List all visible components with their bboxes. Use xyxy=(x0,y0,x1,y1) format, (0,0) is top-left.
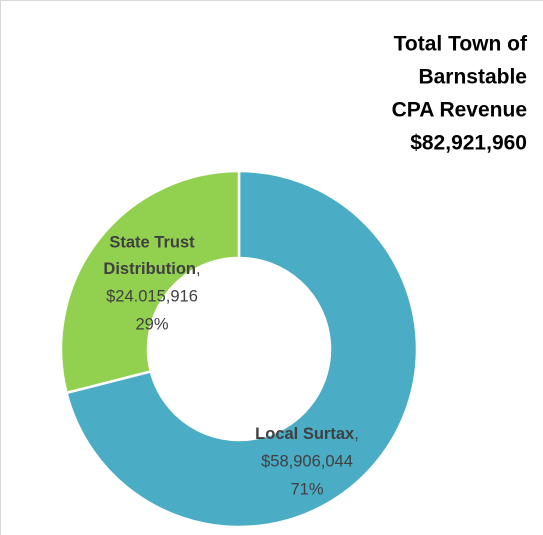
category-label: State Trust xyxy=(109,233,195,251)
data-label: State Trust Distribution, $24.015,916 29% xyxy=(103,233,200,333)
category-label: Local Surtax, xyxy=(255,425,359,443)
separator: , xyxy=(354,425,359,443)
percent-label: 29% xyxy=(135,315,168,333)
value-label: $24.015,916 xyxy=(106,287,198,305)
chart-title: Barnstable xyxy=(418,66,527,89)
category-label: Local Surtax xyxy=(255,425,355,443)
value-label: $58,906,044 xyxy=(261,452,353,470)
category-label: Distribution xyxy=(103,260,196,278)
percent-label: 71% xyxy=(290,480,323,498)
separator: , xyxy=(196,260,201,278)
chart-title: Total Town of xyxy=(394,33,528,56)
donut-slice xyxy=(59,169,241,395)
category-label: Distribution, xyxy=(103,260,200,278)
chart-title: $82,921,960 xyxy=(410,132,527,155)
chart-title: CPA Revenue xyxy=(392,99,527,122)
donut-slice xyxy=(64,169,419,529)
